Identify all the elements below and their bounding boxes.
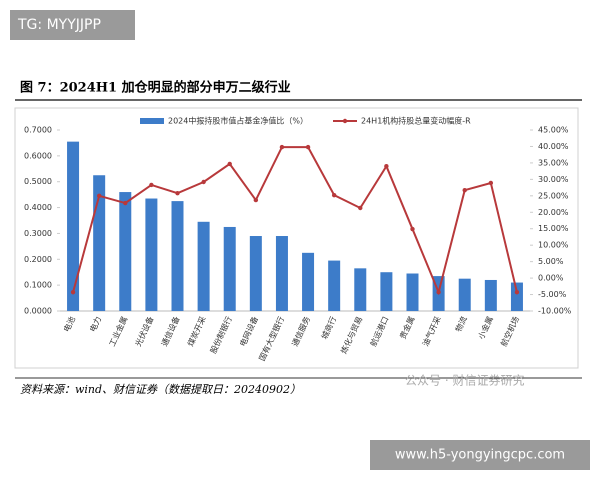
x-tick-label: 电池 xyxy=(61,315,77,334)
bar xyxy=(119,192,132,311)
line-point xyxy=(488,180,494,186)
line-point xyxy=(201,179,206,185)
line-point xyxy=(175,190,180,196)
x-tick-label: 通信设备 xyxy=(159,315,182,348)
legend-label: 24H1机构持股总量变动幅度-R xyxy=(361,116,471,126)
x-tick-label: 小金属 xyxy=(476,315,495,341)
line-point xyxy=(253,197,259,203)
y2-tick-label: 45.00% xyxy=(538,126,569,135)
x-tick-label: 电网设备 xyxy=(237,315,260,348)
line-point xyxy=(331,192,337,198)
bar xyxy=(406,273,419,311)
x-tick-label: 股份制银行 xyxy=(208,315,234,355)
y2-tick-label: 25.00% xyxy=(538,191,569,200)
bar xyxy=(302,252,315,311)
x-tick-label: 物流 xyxy=(453,315,469,334)
legend-swatch xyxy=(140,118,164,124)
wechat-watermark: 公众号 · 财信证券研究 xyxy=(405,373,524,388)
figure-title: 图 7：2024H1 加仓明显的部分申万二级行业 xyxy=(20,80,291,96)
line-point xyxy=(410,226,415,232)
bar xyxy=(145,198,158,311)
bar xyxy=(67,141,80,311)
bar xyxy=(458,278,471,311)
bar xyxy=(380,272,393,311)
line-point xyxy=(123,200,128,206)
legend-swatch xyxy=(342,118,348,124)
bar xyxy=(510,282,523,311)
line-point xyxy=(279,144,285,150)
y2-tick-label: 35.00% xyxy=(538,158,569,167)
chart-frame xyxy=(14,107,579,369)
watermark-box xyxy=(10,10,135,40)
line-point xyxy=(96,193,102,199)
x-tick-label: 工业金属 xyxy=(107,315,130,348)
x-tick-label: 通信服务 xyxy=(290,315,313,348)
bar xyxy=(328,260,341,311)
y-tick-label: 0.1000 xyxy=(24,281,52,290)
y2-tick-label: -5.00% xyxy=(538,290,567,299)
y2-tick-label: -10.00% xyxy=(538,307,572,316)
line-point xyxy=(149,182,154,188)
x-tick-label: 光伏设备 xyxy=(133,315,156,348)
y2-tick-label: 15.00% xyxy=(538,224,569,233)
bar xyxy=(249,236,262,311)
y-tick-label: 0.7000 xyxy=(24,126,52,135)
y2-tick-label: 5.00% xyxy=(538,257,564,266)
x-tick-label: 航运港口 xyxy=(368,315,391,348)
url-box xyxy=(370,440,590,470)
y2-tick-label: 30.00% xyxy=(538,175,569,184)
x-tick-label: 油气开采 xyxy=(420,315,443,348)
x-tick-label: 电力 xyxy=(87,315,103,334)
x-tick-label: 城商行 xyxy=(319,315,338,341)
line-point xyxy=(358,205,363,211)
y-tick-label: 0.4000 xyxy=(24,203,52,212)
x-tick-label: 贵金属 xyxy=(397,315,416,341)
url: www.h5-yongyingcpc.com xyxy=(395,448,565,463)
line-point xyxy=(514,290,520,295)
x-tick-label: 炼化与贸易 xyxy=(338,315,364,355)
line-point xyxy=(384,164,389,169)
bar xyxy=(484,279,497,311)
y-tick-label: 0.2000 xyxy=(24,255,52,264)
y-tick-label: 0.0000 xyxy=(24,307,52,316)
legend-label: 2024中报持股市值占基金净值比（%） xyxy=(168,116,308,126)
x-tick-label: 航空机场 xyxy=(498,315,521,348)
source: 资料来源：wind、财信证券（数据提取日：20240902） xyxy=(20,383,301,396)
bar xyxy=(171,201,184,311)
bar xyxy=(275,236,288,311)
line-point xyxy=(436,290,441,295)
x-tick-label: 国有大型银行 xyxy=(257,315,286,363)
bar xyxy=(197,221,210,311)
y-tick-label: 0.6000 xyxy=(24,151,52,160)
y-tick-label: 0.3000 xyxy=(24,229,52,238)
y2-tick-label: 20.00% xyxy=(538,208,569,217)
bar xyxy=(223,226,236,311)
watermark: TG: MYYJJPP xyxy=(17,17,101,33)
line-point xyxy=(70,290,76,295)
x-tick-label: 煤炭开采 xyxy=(185,315,208,348)
bar xyxy=(354,268,367,311)
line-point xyxy=(305,144,311,150)
y2-tick-label: 0.00% xyxy=(538,274,564,283)
y2-tick-label: 10.00% xyxy=(538,241,569,250)
line-point xyxy=(462,188,467,193)
y-tick-label: 0.5000 xyxy=(24,177,52,186)
line xyxy=(72,146,518,296)
y2-tick-label: 40.00% xyxy=(538,142,569,151)
line-point xyxy=(227,161,232,167)
